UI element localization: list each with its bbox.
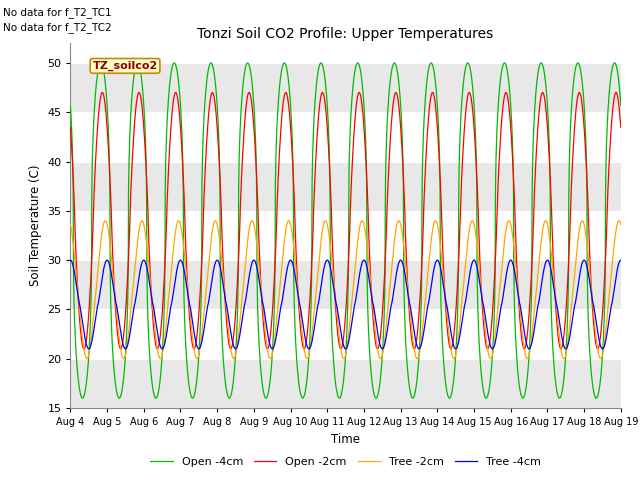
Line: Open -2cm: Open -2cm: [70, 93, 621, 349]
Open -2cm: [220, 280, 228, 286]
Tree -2cm: [506, 218, 513, 224]
Open -2cm: [374, 346, 381, 351]
Tree -2cm: [505, 218, 513, 224]
Open -2cm: [227, 346, 235, 352]
Title: Tonzi Soil CO2 Profile: Upper Temperatures: Tonzi Soil CO2 Profile: Upper Temperatur…: [198, 27, 493, 41]
Bar: [70, 43, 621, 63]
Bar: [70, 63, 621, 112]
Tree -2cm: [584, 250, 592, 256]
Text: No data for f_T2_TC2: No data for f_T2_TC2: [3, 22, 112, 33]
X-axis label: Time: Time: [331, 432, 360, 445]
Open -2cm: [506, 114, 514, 120]
Y-axis label: Soil Temperature (C): Soil Temperature (C): [29, 165, 42, 287]
Open -2cm: [569, 157, 577, 163]
Line: Open -4cm: Open -4cm: [70, 63, 621, 398]
Open -4cm: [67, 103, 74, 108]
Bar: [70, 359, 621, 408]
Line: Tree -4cm: Tree -4cm: [70, 260, 621, 349]
Tree -4cm: [67, 257, 74, 263]
Open -4cm: [506, 91, 514, 97]
Open -4cm: [569, 89, 577, 95]
Tree -2cm: [569, 291, 577, 297]
Open -4cm: [220, 364, 228, 370]
Open -2cm: [362, 156, 370, 162]
Bar: [70, 211, 621, 260]
Tree -4cm: [220, 289, 228, 295]
Open -2cm: [584, 199, 592, 204]
Bar: [70, 260, 621, 310]
Tree -4cm: [568, 317, 576, 323]
Tree -4cm: [374, 330, 381, 336]
Tree -4cm: [617, 257, 625, 263]
Tree -2cm: [220, 281, 228, 287]
Open -2cm: [209, 90, 216, 96]
Bar: [70, 161, 621, 211]
Text: TZ_soilco2: TZ_soilco2: [92, 61, 157, 71]
Tree -2cm: [67, 222, 74, 228]
Tree -2cm: [362, 229, 369, 235]
Tree -4cm: [506, 258, 513, 264]
Tree -2cm: [524, 356, 531, 361]
Tree -2cm: [374, 345, 381, 351]
Line: Tree -2cm: Tree -2cm: [70, 221, 621, 359]
Tree -4cm: [584, 267, 591, 273]
Open -4cm: [374, 392, 381, 398]
Open -4cm: [354, 60, 362, 66]
Text: No data for f_T2_TC1: No data for f_T2_TC1: [3, 7, 112, 18]
Open -4cm: [335, 395, 343, 401]
Open -4cm: [584, 306, 592, 312]
Tree -2cm: [617, 222, 625, 228]
Tree -4cm: [362, 260, 369, 265]
Open -4cm: [362, 144, 370, 150]
Legend: Open -4cm, Open -2cm, Tree -2cm, Tree -4cm: Open -4cm, Open -2cm, Tree -2cm, Tree -4…: [146, 453, 545, 472]
Open -2cm: [67, 124, 74, 130]
Open -2cm: [617, 124, 625, 130]
Tree -4cm: [85, 346, 93, 352]
Bar: [70, 112, 621, 161]
Bar: [70, 310, 621, 359]
Open -4cm: [617, 103, 625, 108]
